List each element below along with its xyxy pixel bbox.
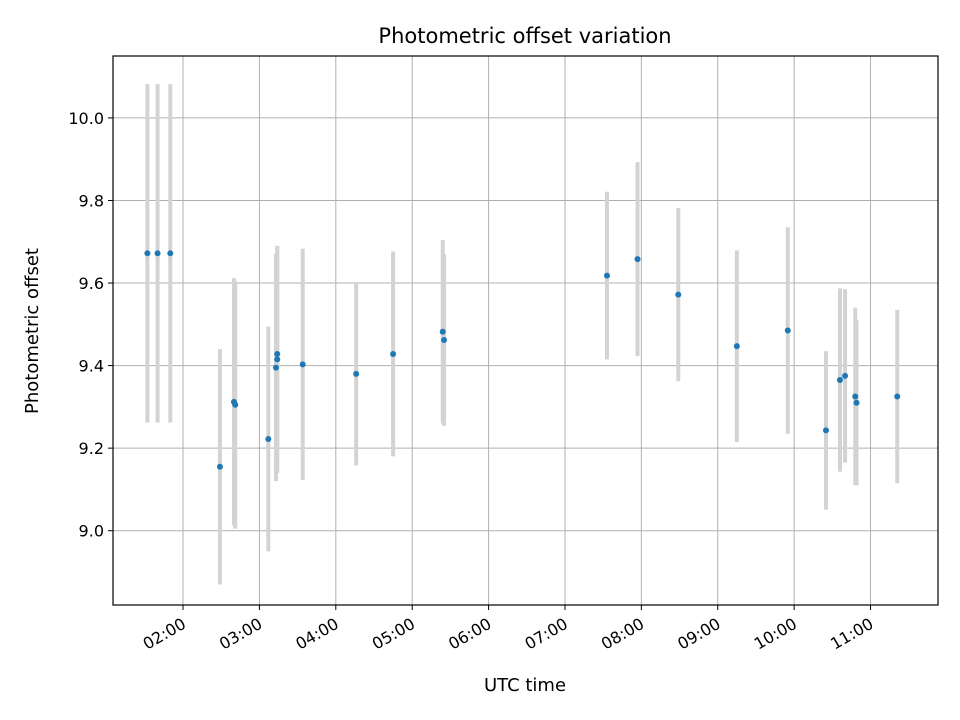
data-point: [216, 463, 223, 470]
data-point: [836, 377, 843, 384]
data-point: [675, 291, 682, 298]
data-points: [144, 250, 901, 470]
data-point: [274, 356, 281, 363]
data-point: [232, 401, 239, 408]
data-point: [144, 250, 151, 257]
data-point: [441, 336, 448, 343]
data-point: [603, 272, 610, 279]
data-point: [634, 256, 641, 263]
data-point: [265, 436, 272, 443]
data-point: [852, 393, 859, 400]
y-tick-label: 9.6: [79, 274, 104, 293]
data-point: [299, 361, 306, 368]
y-axis-label: Photometric offset: [22, 248, 43, 414]
data-point: [154, 250, 161, 257]
data-point: [784, 327, 791, 334]
data-point: [853, 399, 860, 406]
y-tick-label: 10.0: [68, 109, 104, 128]
y-axis: 9.0 9.2 9.4 9.6 9.8 10.0: [68, 109, 113, 541]
x-axis-label: UTC time: [484, 675, 566, 696]
data-point: [439, 328, 446, 335]
y-tick-label: 9.2: [79, 439, 104, 458]
plot-frame: [112, 55, 939, 606]
y-tick-label: 9.4: [79, 357, 104, 376]
y-tick-label: 9.8: [79, 191, 104, 210]
data-point: [733, 343, 740, 350]
data-point: [894, 393, 901, 400]
data-point: [842, 372, 849, 379]
y-tick-label: 9.0: [79, 522, 104, 541]
grid-lines: [113, 56, 938, 605]
chart-title: Photometric offset variation: [378, 24, 671, 48]
data-point: [822, 427, 829, 434]
data-point: [274, 351, 281, 358]
data-point: [390, 351, 397, 358]
data-point: [353, 370, 360, 377]
data-point: [272, 364, 279, 371]
data-point: [167, 250, 174, 257]
